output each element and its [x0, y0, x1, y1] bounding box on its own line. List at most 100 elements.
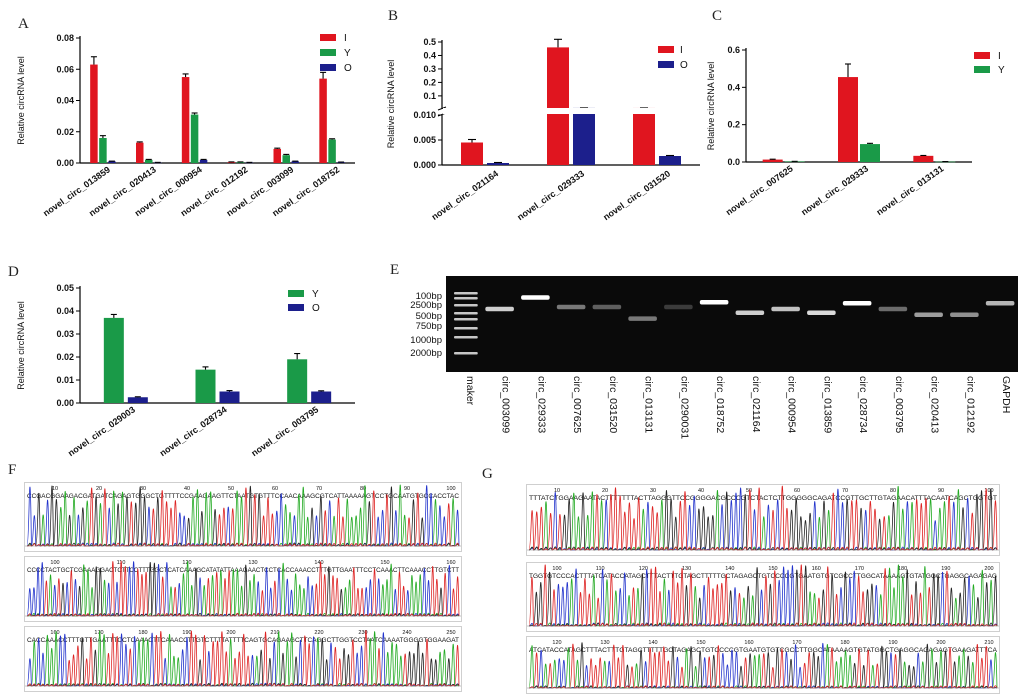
y-tick-label: 0.02	[56, 127, 74, 137]
base-position-number: 40	[698, 488, 704, 494]
gel-lane-label: circ_029333	[535, 376, 547, 433]
gel-lane-label: circ_013859	[821, 376, 833, 433]
base-position-number: 70	[316, 486, 322, 492]
base-sequence: TGGTGTCCCACTTTATCATACCATAGCTTTACTTTGTAGC…	[529, 573, 997, 580]
gel-lane-label: circ_003795	[893, 376, 905, 433]
marker-ladder-band	[454, 327, 478, 330]
panel-letter-b: B	[388, 8, 399, 24]
gel-lane-label: circ_028734	[857, 376, 869, 433]
base-position-number: 190	[888, 640, 897, 646]
chart-d: 0.00 0.01 0.02 0.03 0.04 0.05 Relative circRNA…	[16, 283, 355, 458]
gel-band	[628, 316, 657, 321]
gel-image	[446, 276, 1018, 372]
base-position-number: 100	[984, 488, 993, 494]
base-position-number: 120	[639, 566, 648, 572]
base-position-number: 230	[358, 630, 367, 636]
gel-lane-label: GAPDH	[1000, 376, 1012, 413]
gel-size-label: 2500bp	[410, 300, 442, 311]
y-tick-label: 0.04	[56, 306, 74, 316]
base-position-number: 120	[552, 640, 561, 646]
legend-label: Y	[344, 48, 351, 59]
base-position-number: 160	[50, 630, 59, 636]
base-position-number: 140	[648, 640, 657, 646]
y-tick-label: 0.00	[56, 158, 74, 168]
gel-size-label: 500bp	[416, 311, 442, 322]
legend-label: Y	[312, 289, 319, 300]
gel-lane-label: maker	[464, 376, 476, 406]
legend-swatch	[974, 66, 990, 73]
base-position-number: 90	[938, 488, 944, 494]
base-position-number: 180	[840, 640, 849, 646]
legend-label: Y	[998, 65, 1005, 76]
legend-label: O	[680, 60, 688, 71]
category-label: novel_circ_029333	[515, 168, 586, 222]
base-position-number: 170	[855, 566, 864, 572]
base-position-number: 180	[138, 630, 147, 636]
legend-swatch	[288, 304, 304, 311]
base-position-number: 140	[725, 566, 734, 572]
base-position-number: 190	[182, 630, 191, 636]
base-position-number: 150	[380, 560, 389, 566]
y-tick-label: 0.6	[727, 45, 740, 55]
base-position-number: 130	[600, 640, 609, 646]
base-position-number: 100	[50, 560, 59, 566]
base-position-number: 160	[744, 640, 753, 646]
gel-band	[556, 304, 586, 310]
category-label: novel_circ_028734	[158, 404, 229, 458]
legend-label: O	[312, 303, 320, 314]
y-tick-label: 0.5	[423, 37, 436, 47]
legend-label: I	[998, 51, 1001, 62]
gel-size-label: 750bp	[416, 321, 442, 332]
chromatogram-g-row-3: 120 130 140 150 160 170 180 190 200 210 ATCATACCAT…	[526, 636, 1000, 694]
gel-band	[914, 312, 943, 317]
chromatogram-f-row-2-svg: 100 110 120 130 140 150 160CCCCTACTGCTCGAAAGGA…	[25, 560, 461, 617]
base-sequence: CCGACGGAAGACGATGATCAGAGTGGGCTGTTTTCCGAAG…	[27, 493, 459, 500]
bar	[487, 163, 509, 165]
chromatogram-g-row-1-svg: 10 20 30 40 50 60 70 80 90 100TTTATCTGGAAGAATACTT…	[527, 485, 999, 551]
base-sequence: TTTATCTGGAAGAATACTTTTTTTACTTAGGGTTCCGGGG…	[529, 495, 997, 502]
y-tick-label: 0.08	[56, 33, 74, 43]
base-position-number: 70	[842, 488, 848, 494]
gel-band	[664, 304, 693, 310]
y-tick-label: 0.03	[56, 329, 74, 339]
legend-swatch	[658, 46, 674, 53]
y-tick-label: 0.3	[423, 64, 436, 74]
category-label: novel_circ_029003	[66, 404, 137, 458]
gel-band	[521, 295, 550, 300]
base-position-number: 130	[682, 566, 691, 572]
bar	[195, 369, 216, 403]
panel-letter-f: F	[8, 462, 17, 478]
marker-ladder-band	[454, 352, 478, 355]
base-position-number: 10	[554, 488, 560, 494]
base-position-number: 100	[446, 486, 455, 492]
base-position-number: 40	[184, 486, 190, 492]
marker-ladder-band	[454, 292, 478, 295]
base-position-number: 190	[941, 566, 950, 572]
gel-band	[950, 312, 979, 317]
bar	[659, 156, 681, 165]
base-position-number: 200	[226, 630, 235, 636]
panel-letter-g: G	[482, 466, 493, 482]
legend-label: I	[680, 45, 683, 56]
base-position-number: 150	[768, 566, 777, 572]
base-position-number: 180	[898, 566, 907, 572]
chromatogram-trace	[26, 637, 460, 687]
bar	[838, 77, 858, 162]
panel-letter-c: C	[712, 8, 723, 24]
legend-swatch	[658, 61, 674, 68]
category-label: novel_circ_007625	[724, 163, 795, 217]
y-tick-label: 0.010	[413, 110, 436, 120]
gel-band	[807, 310, 836, 316]
legend-label: O	[344, 63, 352, 74]
bar	[145, 159, 153, 163]
base-sequence: CCCCTACTGCTCGAAAGGACTCTTCCTTTGGCTCATCAAA…	[27, 567, 459, 574]
y-tick-label: 0.00	[56, 398, 74, 408]
bar	[273, 148, 281, 163]
chromatogram-f-row-3: 160 170 180 190 200 210 220 230 240 250 CACCAAACCT…	[24, 626, 462, 692]
y-tick-label: 0.04	[56, 96, 74, 106]
category-label: novel_circ_021164	[430, 168, 501, 222]
gel-band	[485, 306, 514, 312]
marker-ladder-band	[454, 318, 478, 321]
chart-b: 0.000 0.005 0.010 0.1 0.2 0.3 0.4 0.5 Relative c…	[386, 37, 701, 222]
